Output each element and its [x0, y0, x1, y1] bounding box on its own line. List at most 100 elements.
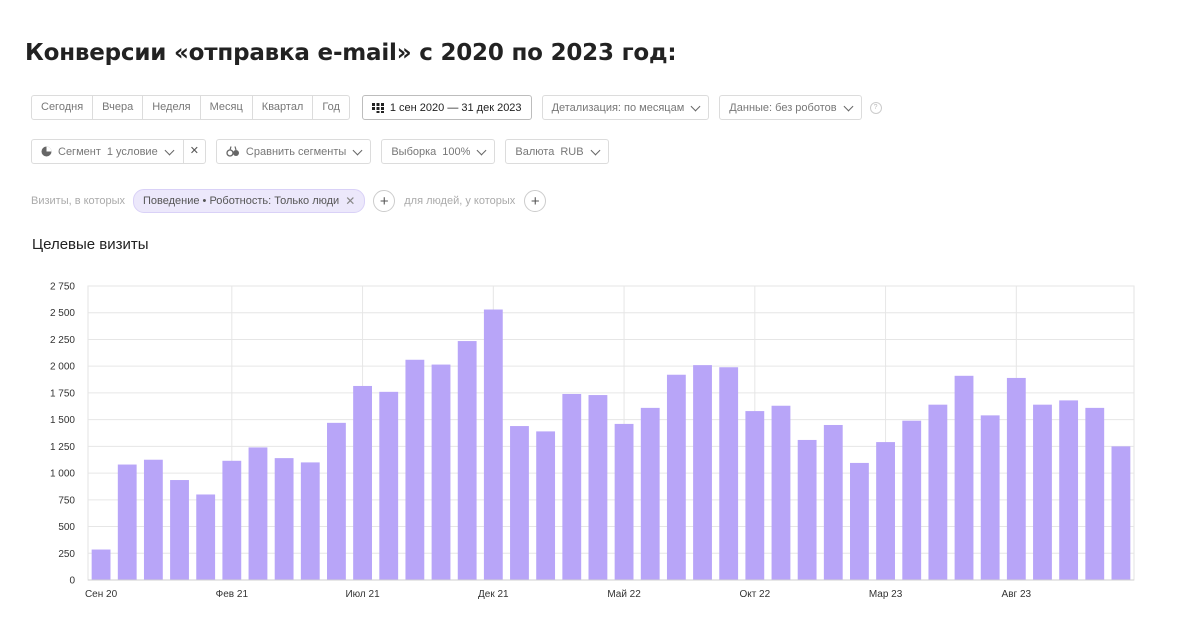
currency-dropdown[interactable]: Валюта RUB — [505, 139, 609, 164]
chevron-down-icon — [476, 145, 487, 155]
y-tick-label: 1 250 — [50, 442, 75, 453]
chart-bar — [327, 422, 346, 580]
y-tick-label: 2 500 — [50, 308, 75, 319]
period-yesterday-button[interactable]: Вчера — [93, 96, 144, 119]
chart-bar — [797, 439, 817, 580]
chart-bar — [640, 407, 660, 580]
y-tick-label: 2 250 — [50, 335, 75, 346]
chart-bar — [928, 404, 948, 580]
y-tick-label: 2 000 — [50, 362, 75, 373]
chart-bar — [170, 480, 189, 580]
currency-value: RUB — [560, 145, 584, 158]
chevron-down-icon — [164, 145, 175, 155]
y-tick-label: 0 — [69, 576, 75, 587]
chart-bar — [457, 341, 477, 580]
segment-clear-button[interactable]: ✕ — [182, 140, 205, 163]
chart-bar — [588, 395, 608, 580]
chart-bar — [274, 458, 294, 580]
y-tick-label: 500 — [58, 522, 75, 533]
chart-bar — [536, 431, 556, 580]
period-year-button[interactable]: Год — [322, 101, 340, 113]
data-mode-dropdown[interactable]: Данные: без роботов — [719, 95, 862, 120]
chart-bar — [379, 391, 399, 580]
y-tick-label: 1 500 — [50, 415, 75, 426]
help-icon[interactable]: ? — [869, 101, 882, 114]
chart-bar — [431, 364, 451, 580]
plot-area — [87, 285, 1135, 581]
x-tick-label: Мар 23 — [869, 589, 903, 600]
detail-label: Детализация: по месяцам — [551, 101, 685, 114]
x-tick-label: Июл 21 — [345, 589, 380, 600]
x-tick-label: Май 22 — [607, 589, 641, 600]
y-tick-label: 2 750 — [50, 282, 75, 293]
chart-bar — [510, 426, 529, 580]
compare-segments-dropdown[interactable]: Сравнить сегменты — [215, 139, 372, 164]
segment-dropdown[interactable]: Сегмент 1 условие ✕ — [31, 139, 206, 164]
chart-bar — [143, 459, 163, 580]
chevron-down-icon — [843, 101, 854, 111]
period-presets: Сегодня Вчера Неделя Месяц Квартал Год — [31, 95, 350, 120]
sample-dropdown[interactable]: Выборка 100% — [381, 139, 496, 164]
chart-bar — [117, 464, 137, 580]
chart-bar — [1006, 377, 1026, 580]
chart-bar — [1085, 407, 1105, 580]
currency-label: Валюта — [515, 145, 555, 158]
detail-dropdown[interactable]: Детализация: по месяцам — [541, 95, 710, 120]
chart-title: Целевые визиты — [32, 236, 149, 253]
chevron-down-icon — [690, 101, 701, 111]
filter-chip-label: Поведение • Роботность: Только люди — [143, 195, 340, 207]
chart-bar — [693, 365, 712, 580]
chart-bar — [666, 374, 686, 580]
add-visit-condition-button[interactable]: + — [373, 190, 396, 212]
chart-bar — [300, 462, 320, 580]
chart-bar — [91, 549, 111, 580]
chart-bar — [980, 415, 1000, 580]
x-tick-label: Дек 21 — [478, 589, 509, 600]
chart-bar — [483, 309, 503, 580]
period-today-button[interactable]: Сегодня — [32, 96, 94, 119]
period-month-button[interactable]: Месяц — [201, 96, 253, 119]
chart-bar — [771, 405, 791, 580]
compare-label: Сравнить сегменты — [245, 145, 347, 158]
chart-bar — [902, 420, 922, 580]
y-tick-label: 1 750 — [50, 388, 75, 399]
y-tick-label: 750 — [58, 495, 75, 506]
date-range-button[interactable]: 1 сен 2020 — 31 дек 2023 — [361, 95, 532, 120]
chart-bar — [248, 447, 268, 580]
filter-prefix: Визиты, в которых — [31, 195, 125, 207]
chevron-down-icon — [352, 145, 363, 155]
segment-label: Сегмент — [58, 145, 101, 158]
bar-chart: 0 250 500 750 1 000 1 250 1 500 1 750 2 000 2 250… — [50, 282, 1135, 600]
chart-bar — [196, 494, 216, 580]
chart-bar — [954, 375, 974, 580]
chart-bar — [745, 411, 765, 580]
chart-bar — [1059, 400, 1079, 580]
segment-value: 1 условие — [106, 145, 158, 158]
period-quarter-button[interactable]: Квартал — [253, 96, 314, 119]
period-week-button[interactable]: Неделя — [143, 96, 201, 119]
pie-chart-icon — [41, 146, 52, 157]
compare-icon — [226, 146, 239, 157]
sample-value: 100% — [442, 145, 471, 158]
chart-bar — [405, 359, 425, 580]
add-people-condition-button[interactable]: + — [524, 190, 547, 212]
calendar-icon — [371, 102, 384, 113]
chart-bar — [1111, 446, 1131, 580]
x-tick-label: Фев 21 — [216, 589, 249, 600]
chart-bar — [719, 367, 739, 580]
close-icon[interactable]: ✕ — [345, 194, 356, 208]
chart-bar — [850, 462, 869, 580]
date-range-label: 1 сен 2020 — 31 дек 2023 — [389, 101, 522, 114]
filter-chip[interactable]: Поведение • Роботность: Только люди ✕ — [133, 189, 366, 213]
y-tick-label: 250 — [58, 549, 75, 560]
filter-people-label: для людей, у которых — [404, 195, 516, 207]
filter-row: Визиты, в которых Поведение • Роботность… — [31, 189, 547, 213]
x-tick-label: Авг 23 — [1002, 589, 1032, 600]
chart-bar — [562, 393, 582, 580]
data-mode-label: Данные: без роботов — [729, 101, 837, 114]
date-toolbar: Сегодня Вчера Неделя Месяц Квартал Год 1… — [31, 95, 882, 120]
chart-bar — [353, 385, 372, 580]
chart-bar — [614, 423, 634, 580]
x-tick-label: Окт 22 — [739, 589, 770, 600]
x-tick-label: Сен 20 — [85, 589, 118, 600]
